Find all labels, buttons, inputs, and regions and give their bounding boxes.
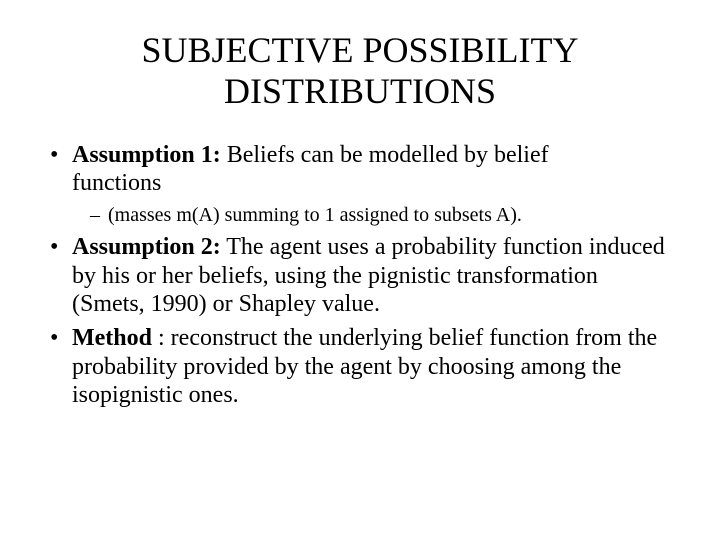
sub-bullet-masses: (masses m(A) summing to 1 assigned to su… [90, 203, 670, 227]
sub-bullet-list: (masses m(A) summing to 1 assigned to su… [72, 203, 670, 227]
bullet-1-label: Assumption 1: [72, 142, 221, 168]
bullet-1-text-b: functions [72, 170, 161, 196]
sub-bullet-text: (masses m(A) summing to 1 assigned to su… [108, 204, 522, 226]
slide: SUBJECTIVE POSSIBILITY DISTRIBUTIONS Ass… [0, 0, 720, 540]
slide-title: SUBJECTIVE POSSIBILITY DISTRIBUTIONS [90, 30, 630, 113]
bullet-1-text-a: Beliefs can be modelled by belief [221, 142, 549, 168]
bullet-method: Method : reconstruct the underlying beli… [50, 324, 670, 409]
title-line-1: SUBJECTIVE POSSIBILITY [141, 30, 578, 70]
bullet-list: Assumption 1: Beliefs can be modelled by… [50, 141, 670, 410]
title-line-2: DISTRIBUTIONS [224, 71, 496, 111]
bullet-3-text: : reconstruct the underlying belief func… [72, 325, 657, 408]
bullet-3-label: Method [72, 325, 152, 351]
bullet-assumption-1: Assumption 1: Beliefs can be modelled by… [50, 141, 670, 228]
bullet-assumption-2: Assumption 2: The agent uses a probabili… [50, 233, 670, 318]
bullet-2-label: Assumption 2: [72, 234, 221, 260]
